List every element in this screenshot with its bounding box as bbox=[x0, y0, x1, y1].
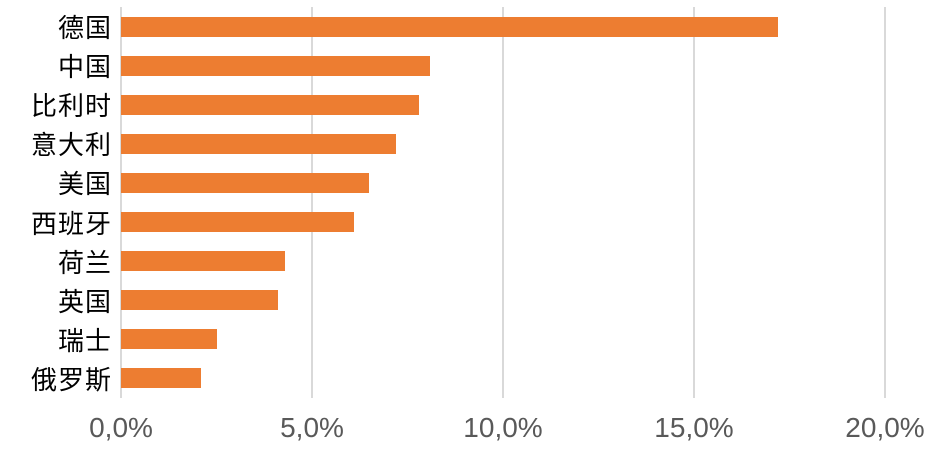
x-tick-label: 5,0% bbox=[280, 412, 344, 443]
gridline-15,0% bbox=[693, 7, 695, 398]
bar-意大利 bbox=[121, 133, 397, 154]
bar-row bbox=[121, 281, 885, 320]
category-label: 比利时 bbox=[30, 92, 112, 123]
category-label: 俄罗斯 bbox=[30, 365, 112, 396]
gridline-10,0% bbox=[502, 7, 504, 398]
category-label-row: 瑞士 bbox=[0, 320, 112, 359]
gridline-5,0% bbox=[311, 7, 313, 398]
bars-group bbox=[121, 7, 885, 398]
category-label: 西班牙 bbox=[30, 209, 112, 240]
bar-中国 bbox=[121, 55, 431, 76]
bar-荷兰 bbox=[121, 251, 286, 272]
bar-row bbox=[121, 202, 885, 241]
category-label-row: 意大利 bbox=[0, 124, 112, 163]
category-label-row: 英国 bbox=[0, 281, 112, 320]
bar-俄罗斯 bbox=[121, 368, 202, 389]
x-tick-label: 0,0% bbox=[89, 412, 153, 443]
bar-row bbox=[121, 163, 885, 202]
gridline-20,0% bbox=[884, 7, 886, 398]
category-label: 瑞士 bbox=[57, 326, 112, 357]
category-label: 中国 bbox=[57, 53, 112, 84]
category-label-row: 美国 bbox=[0, 163, 112, 202]
bar-西班牙 bbox=[121, 212, 355, 233]
bar-德国 bbox=[121, 16, 779, 37]
category-label: 意大利 bbox=[30, 131, 112, 162]
bar-row bbox=[121, 7, 885, 46]
category-label: 德国 bbox=[57, 14, 112, 45]
category-label: 荷兰 bbox=[57, 248, 112, 279]
category-label-row: 德国 bbox=[0, 7, 112, 46]
category-label-row: 比利时 bbox=[0, 85, 112, 124]
x-tick-label: 15,0% bbox=[654, 412, 734, 443]
bar-row bbox=[121, 46, 885, 85]
category-label: 美国 bbox=[57, 170, 112, 201]
bar-比利时 bbox=[121, 94, 419, 115]
x-tick-label: 10,0% bbox=[463, 412, 543, 443]
x-axis: 0,0% 5,0% 10,0% 15,0% 20,0% bbox=[89, 412, 925, 452]
bar-英国 bbox=[121, 290, 278, 311]
gridline-0,0% bbox=[120, 7, 122, 398]
bar-row bbox=[121, 85, 885, 124]
category-label-row: 荷兰 bbox=[0, 242, 112, 281]
category-label-row: 中国 bbox=[0, 46, 112, 85]
plot-area bbox=[120, 7, 886, 398]
category-label: 英国 bbox=[57, 287, 112, 318]
bar-row bbox=[121, 242, 885, 281]
bar-美国 bbox=[121, 172, 370, 193]
bar-row bbox=[121, 359, 885, 398]
bar-瑞士 bbox=[121, 329, 217, 350]
bar-row bbox=[121, 320, 885, 359]
x-tick-label: 20,0% bbox=[845, 412, 925, 443]
bar-row bbox=[121, 124, 885, 163]
category-label-row: 西班牙 bbox=[0, 202, 112, 241]
category-axis-labels: 德国中国比利时意大利美国西班牙荷兰英国瑞士俄罗斯 bbox=[0, 7, 112, 398]
category-label-row: 俄罗斯 bbox=[0, 359, 112, 398]
